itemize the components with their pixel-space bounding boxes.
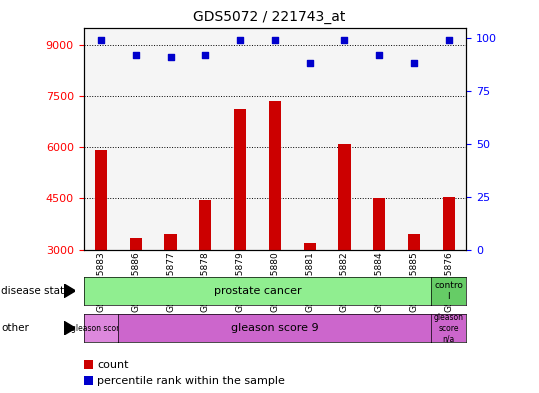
Point [410,60,418,66]
Text: disease state: disease state [1,286,71,296]
Bar [130,238,142,352]
Text: GDS5072 / 221743_at: GDS5072 / 221743_at [194,10,345,24]
Text: gleason score 9: gleason score 9 [231,323,319,333]
Point [340,37,349,43]
Point [132,52,140,58]
Bar [95,151,107,352]
Point [201,52,210,58]
Bar [269,101,281,352]
Bar [164,234,177,352]
Point [445,37,453,43]
Bar [234,110,246,352]
Point [375,52,384,58]
Text: count: count [97,360,128,370]
Bar [338,144,350,352]
Text: gleason
score
n/a: gleason score n/a [434,313,464,343]
Point [166,54,175,60]
Point [271,37,279,43]
Polygon shape [64,321,75,335]
Bar [443,196,455,352]
Point [306,60,314,66]
Bar [373,198,385,352]
Text: percentile rank within the sample: percentile rank within the sample [97,376,285,386]
Text: gleason score 8: gleason score 8 [71,324,131,332]
Polygon shape [64,284,75,298]
Bar [199,200,211,352]
Point [96,37,105,43]
Text: prostate cancer: prostate cancer [213,286,301,296]
Point [236,37,244,43]
Text: contro
l: contro l [434,281,464,301]
Bar [303,243,316,352]
Text: other: other [1,323,29,333]
Bar [408,234,420,352]
